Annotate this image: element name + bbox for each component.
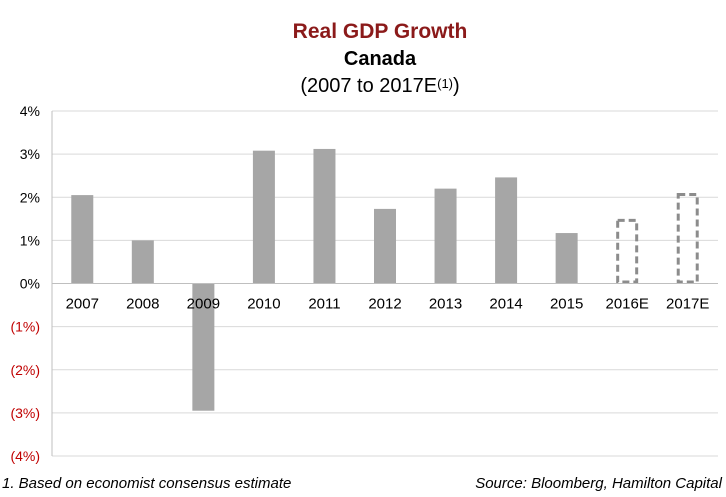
- x-tick-label: 2007: [66, 296, 99, 313]
- footnote: 1. Based on economist consensus estimate: [2, 475, 292, 492]
- chart-title-block: Real GDP Growth Canada (2007 to 2017E(1)…: [0, 18, 726, 100]
- y-tick-label: (4%): [10, 448, 40, 464]
- x-tick-label: 2017E: [666, 296, 709, 313]
- chart-title: Real GDP Growth: [292, 20, 468, 43]
- bar: [434, 188, 457, 284]
- range-close: ): [453, 75, 460, 97]
- bar: [252, 150, 275, 284]
- y-tick-label: (2%): [10, 362, 40, 378]
- x-tick-label: 2012: [368, 296, 401, 313]
- bar: [71, 195, 94, 284]
- x-tick-label: 2015: [550, 296, 583, 313]
- bar: [313, 148, 336, 284]
- source-note: Source: Bloomberg, Hamilton Capital: [475, 475, 722, 492]
- range-text: (2007 to 2017E: [300, 75, 438, 97]
- y-tick-label: 1%: [20, 232, 40, 248]
- chart-subtitle-country: Canada: [343, 48, 417, 70]
- x-tick-label: 2016E: [605, 296, 648, 313]
- x-tick-label: 2009: [187, 296, 220, 313]
- bar-estimate: [676, 192, 699, 284]
- y-tick-label: (1%): [10, 319, 40, 335]
- x-tick-label: 2011: [308, 296, 340, 313]
- bar: [374, 208, 396, 284]
- range-footnote-mark: (1): [437, 76, 453, 91]
- bar: [131, 240, 154, 284]
- bar: [192, 283, 215, 411]
- y-tick-label: 4%: [20, 103, 40, 119]
- bar: [495, 177, 518, 284]
- x-tick-label: 2010: [247, 296, 280, 313]
- y-tick-label: 0%: [20, 276, 40, 292]
- x-tick-label: 2013: [429, 296, 462, 313]
- y-tick-label: (3%): [10, 405, 40, 421]
- bar-chart: 4% 3% 2% 1% 0% (1%) (2%) (3%) (4%) 2007 2008 2009 20…: [10, 103, 718, 464]
- chart-subtitle-range: (2007 to 2017E(1)): [0, 73, 726, 100]
- y-tick-label: 2%: [20, 189, 40, 205]
- x-tick-label: 2008: [126, 296, 159, 313]
- bar: [555, 233, 578, 284]
- bar-estimate: [616, 218, 639, 284]
- y-tick-label: 3%: [20, 146, 40, 162]
- x-tick-label: 2014: [489, 296, 522, 313]
